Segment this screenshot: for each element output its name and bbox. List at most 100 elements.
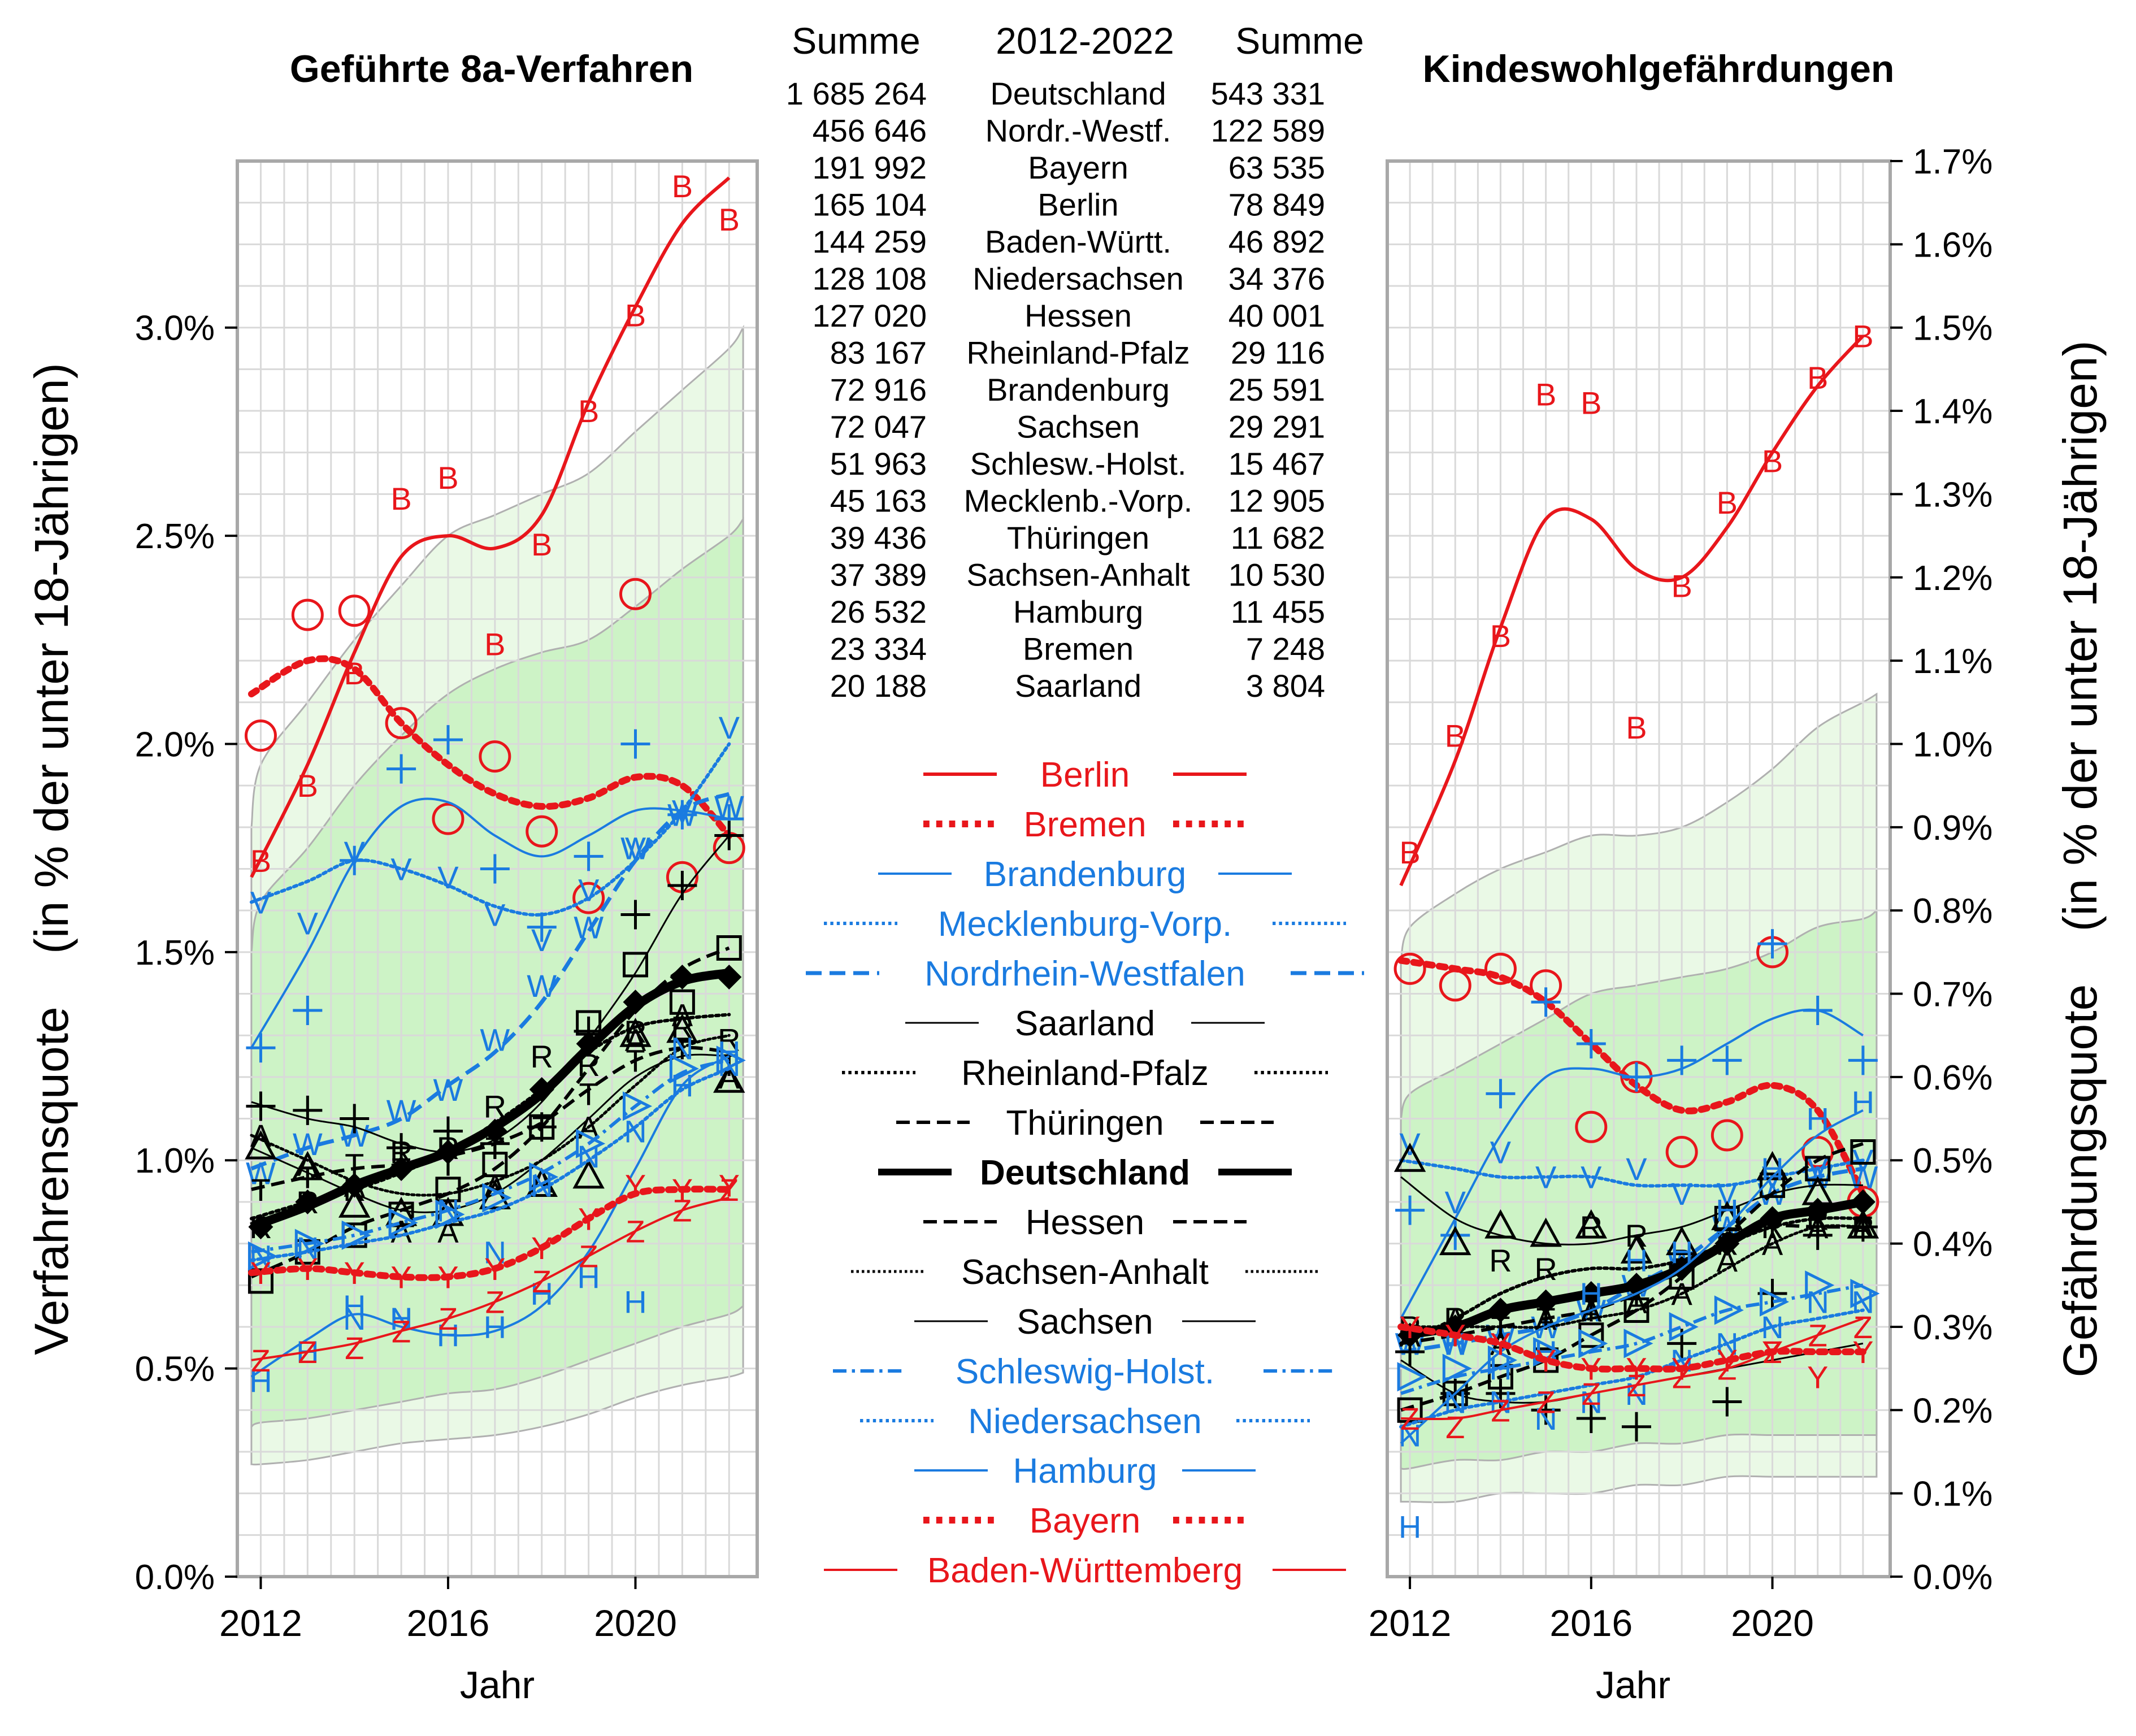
sums-row-niedersachsen: 128 108 Niedersachsen 34 376 — [813, 261, 1325, 297]
point-sachsen-anhalt: A — [344, 1168, 366, 1203]
legend-item-deutschland: Deutschland — [878, 1153, 1292, 1192]
point-sachsen — [245, 1130, 277, 1160]
point-nordrhein-westfalen: W — [667, 797, 697, 833]
legend: Berlin Bremen Brandenburg Mecklenburg-Vorp.… — [806, 756, 1364, 1590]
point-saarland — [293, 1095, 323, 1125]
point-hessen — [1442, 1381, 1468, 1407]
point-schleswig-holst — [529, 1162, 559, 1192]
y-tick-label: 0.1% — [1913, 1475, 1992, 1514]
point-bremen — [385, 707, 418, 740]
point-nordrhein-westfalen: W — [246, 1155, 276, 1191]
point-bayern: Y — [1852, 1334, 1873, 1370]
point-hessen — [1760, 1172, 1786, 1198]
line-bayern — [1397, 1323, 1866, 1373]
sums-left-value: 72 916 — [830, 372, 927, 407]
plot-frame — [236, 159, 759, 1578]
point-hamburg: H — [484, 1309, 506, 1345]
point-nordrhein-westfalen: W — [574, 910, 604, 945]
point-saarland — [620, 900, 650, 930]
point-berlin: B — [484, 627, 505, 662]
point-mecklenburg-vorp: V — [578, 872, 600, 908]
legend-item-sachsen-anhalt: Sachsen-Anhalt — [851, 1253, 1319, 1292]
point-saarland — [1712, 1387, 1742, 1417]
point-schleswig-holst — [1805, 1270, 1835, 1300]
sums-header-left: Summe — [792, 20, 920, 62]
point-nordrhein-westfalen: W — [527, 968, 557, 1004]
sums-left-value: 51 963 — [830, 446, 927, 481]
point-brandenburg — [1667, 1045, 1697, 1075]
legend-label: Schleswig-Holst. — [956, 1352, 1214, 1391]
point-hessen — [1850, 1139, 1876, 1165]
legend-item-rheinland-pfalz: Rheinland-Pfalz — [842, 1054, 1328, 1093]
line-nordrhein-westfalen — [250, 792, 730, 1171]
point-brandenburg — [574, 841, 604, 871]
legend-label: Baden-Württemberg — [927, 1551, 1243, 1590]
point-bremen — [1393, 952, 1426, 985]
point-deutschland — [1760, 1206, 1785, 1231]
point-bayern: Y — [1399, 1309, 1420, 1345]
point-hamburg: H — [624, 1284, 646, 1320]
legend-item-hessen: Hessen — [923, 1203, 1247, 1242]
point-nordrhein-westfalen: W — [1848, 1160, 1878, 1195]
point-bayern: Y — [1490, 1326, 1511, 1361]
point-bremen — [1575, 1110, 1608, 1143]
line-hamburg — [250, 1055, 730, 1378]
point-bayern: Y — [1807, 1359, 1828, 1395]
sums-right-value: 34 376 — [1228, 261, 1325, 297]
sums-left-value: 191 992 — [813, 150, 927, 185]
sums-row-bayern: 191 992 Bayern 63 535 — [813, 150, 1325, 185]
point-berlin: B — [1490, 618, 1511, 654]
y-tick-label: 1.3% — [1913, 475, 1992, 514]
sums-right-value: 29 116 — [1231, 335, 1325, 371]
point-mecklenburg-vorp: V — [437, 860, 459, 895]
point-deutschland — [576, 1031, 601, 1056]
point-sachsen — [338, 1188, 371, 1218]
point-saarland — [1531, 1395, 1561, 1425]
point-brandenburg — [1395, 1195, 1425, 1225]
point-deutschland — [1578, 1281, 1604, 1306]
legend-label: Niedersachsen — [968, 1402, 1202, 1441]
point-rheinland-pfalz: R — [1489, 1243, 1512, 1278]
point-bayern: Y — [1535, 1343, 1556, 1378]
sums-name: Sachsen — [1017, 409, 1140, 445]
point-niedersachsen: N — [1852, 1284, 1874, 1320]
point-schleswig-holst — [248, 1241, 278, 1271]
point-berlin: B — [1445, 718, 1466, 754]
point-baden-w-rttemberg: Z — [1445, 1409, 1465, 1445]
point-bayern: Y — [1581, 1351, 1601, 1387]
point-berlin: B — [625, 298, 646, 333]
sums-name: Nordr.-Westf. — [985, 113, 1171, 149]
point-bayern: Y — [1671, 1351, 1692, 1387]
point-niedersachsen: N — [577, 1139, 600, 1174]
point-berlin: B — [531, 527, 552, 562]
point-mecklenburg-vorp: V — [531, 922, 553, 958]
sums-left-value: 83 167 — [830, 335, 927, 371]
point-baden-w-rttemberg: Z — [532, 1264, 552, 1299]
point-hessen — [623, 952, 649, 978]
y-tick-label: 1.4% — [1913, 392, 1992, 431]
point-bayern: Y — [484, 1251, 505, 1287]
point-berlin: B — [719, 202, 740, 237]
point-schleswig-holst — [435, 1199, 465, 1230]
point-bayern: Y — [437, 1260, 458, 1295]
sums-left-value: 45 163 — [830, 483, 927, 519]
point-bayern: Y — [578, 1201, 599, 1236]
y-tick-label: 0.5% — [135, 1350, 215, 1389]
x-tick-label: 2020 — [1731, 1602, 1814, 1644]
point-niedersachsen: N — [1489, 1385, 1512, 1420]
point-brandenburg — [387, 754, 416, 784]
point-saarland — [1621, 1412, 1651, 1442]
point-sachsen-anhalt: A — [1762, 1226, 1783, 1262]
point-mecklenburg-vorp: V — [1671, 1176, 1692, 1212]
point-berlin: B — [250, 843, 271, 879]
point-schleswig-holst — [1397, 1362, 1427, 1392]
point-bayern: Y — [672, 1172, 693, 1208]
sums-row-schlesw-holst: 51 963 Schlesw.-Holst. 15 467 — [830, 446, 1325, 481]
point-hessen — [1623, 1297, 1649, 1323]
sums-left-value: 23 334 — [830, 631, 927, 667]
